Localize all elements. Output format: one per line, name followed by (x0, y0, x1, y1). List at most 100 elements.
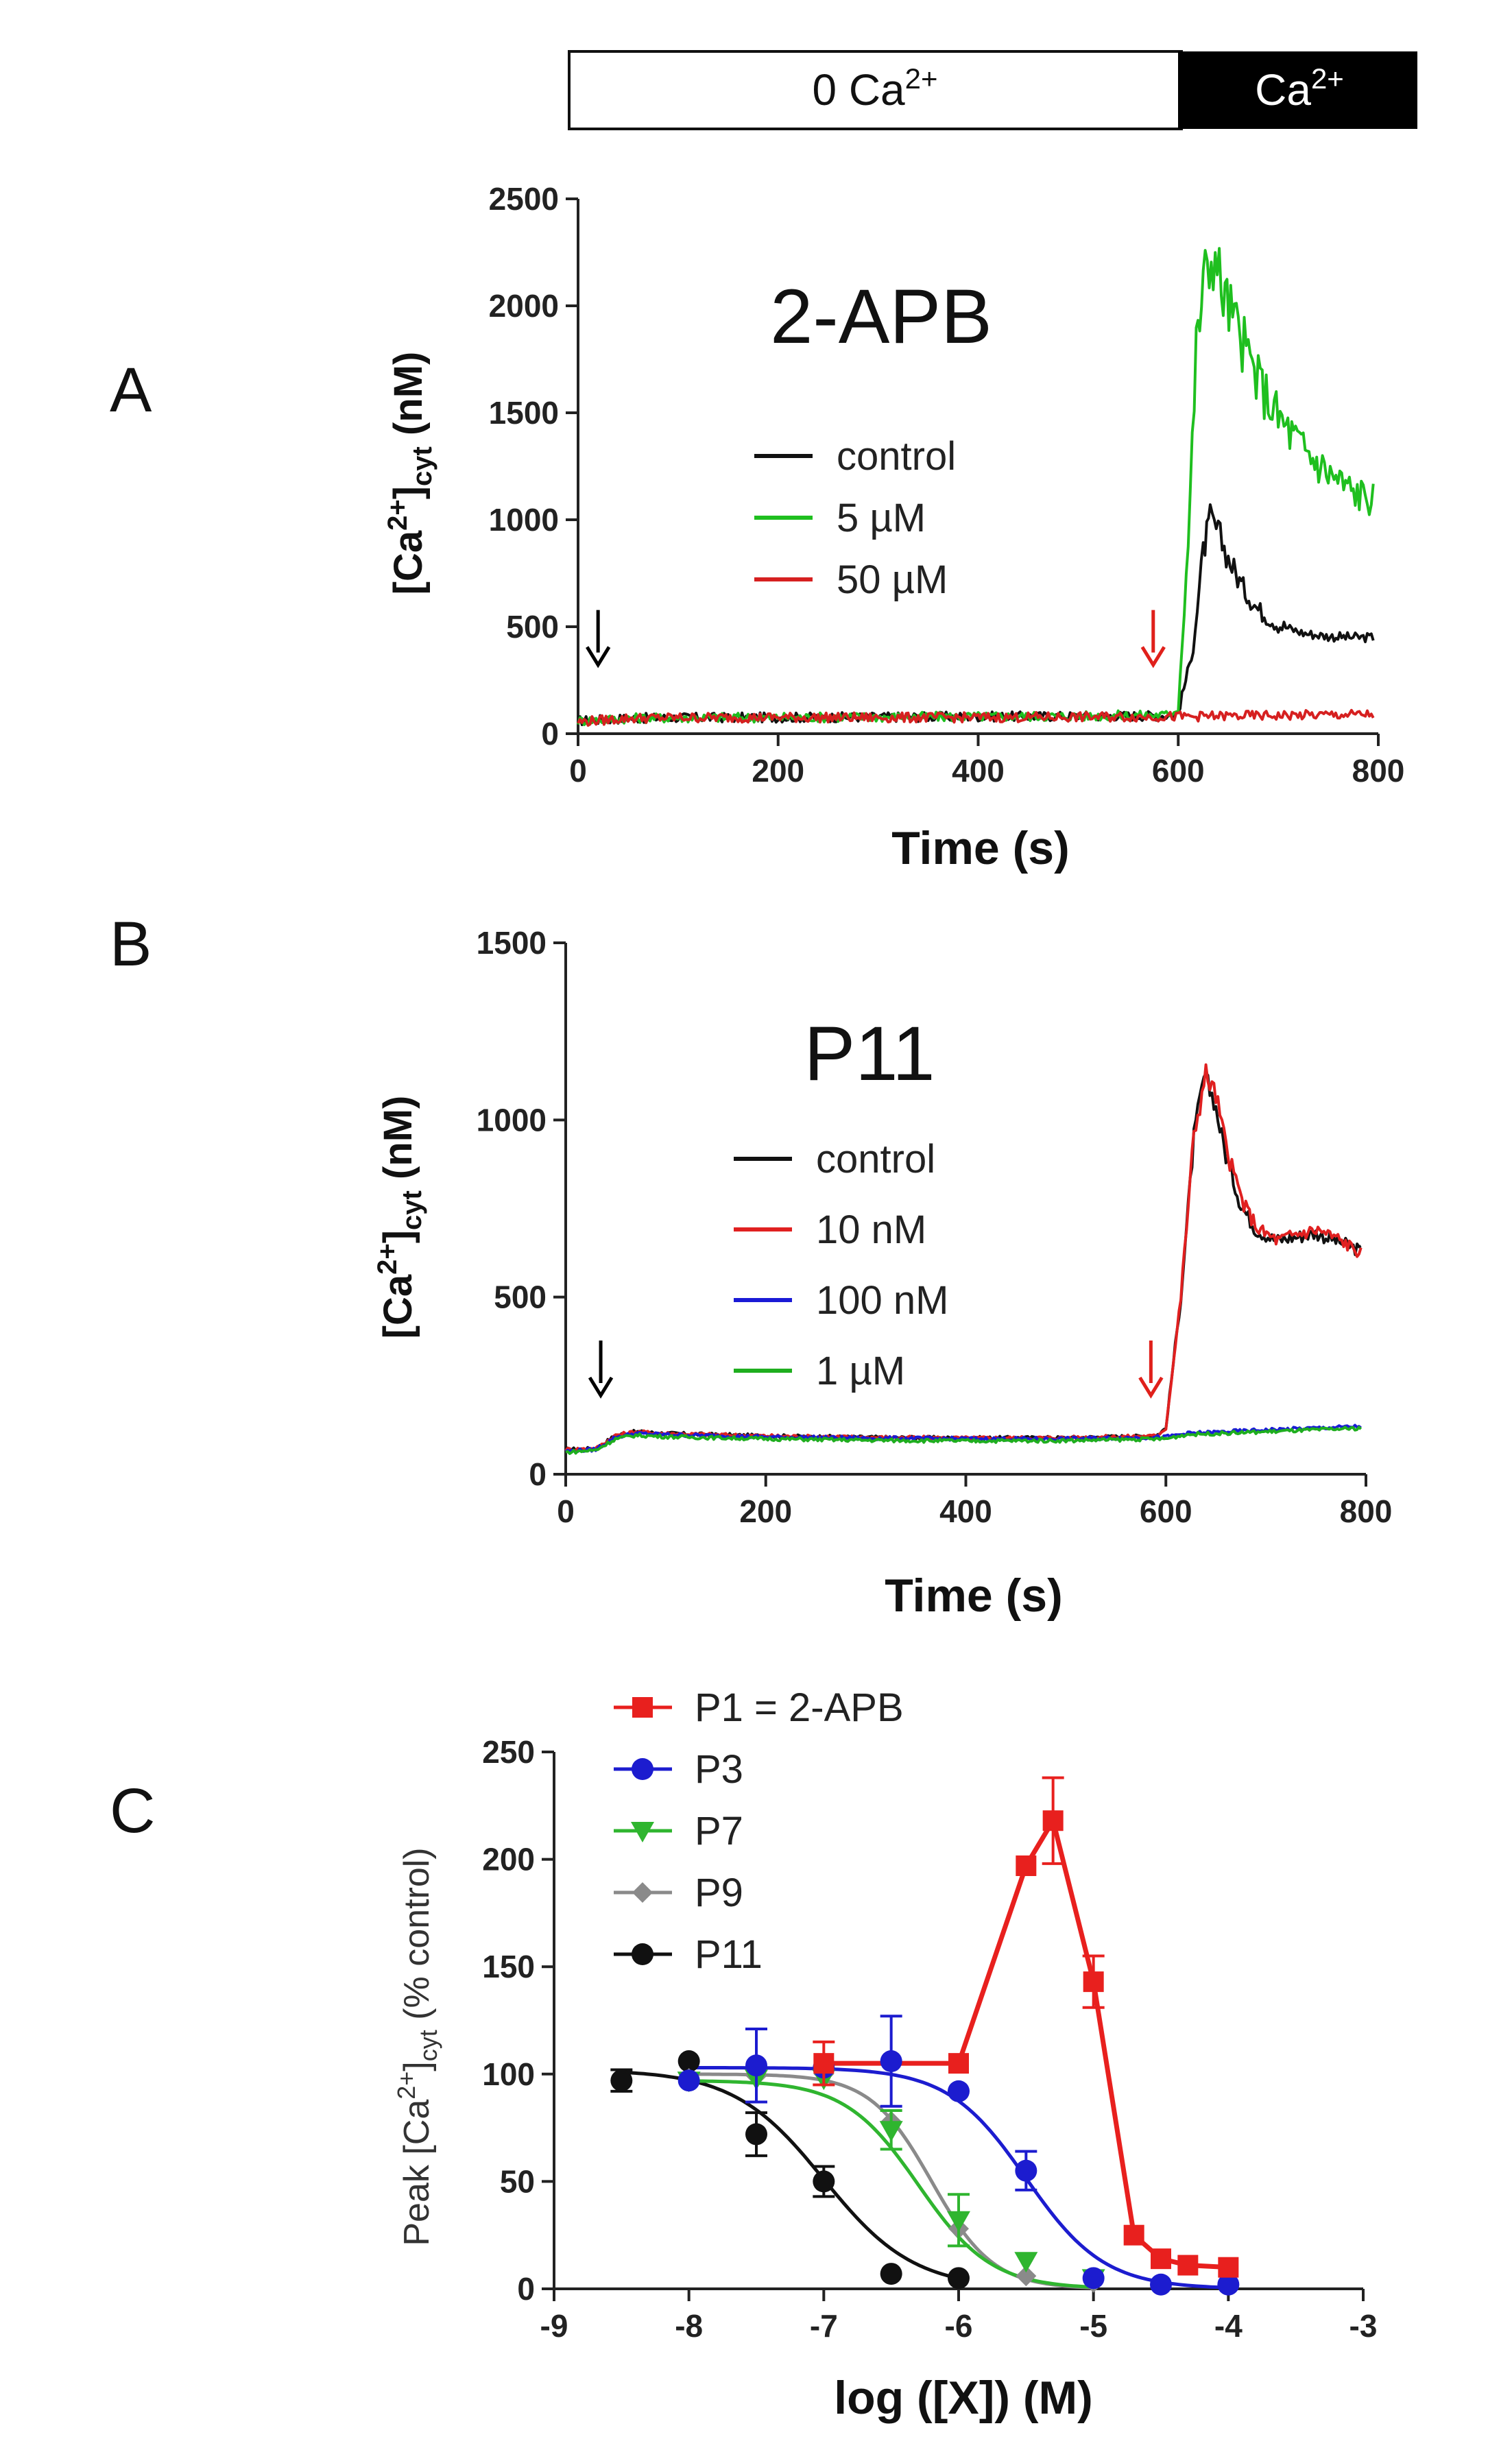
panel-c-chart: log ([X]) (M) Peak [Ca2+]cyt (% control)… (392, 1685, 1377, 2424)
panel-c-data-point (1218, 2257, 1239, 2278)
panel-a-y-tick-label: 500 (506, 609, 559, 645)
panel-c-x-tick-label: -5 (1079, 2308, 1107, 2344)
panel-c-data-point (1083, 1971, 1104, 1993)
panel-b-x-tick-label: 600 (1140, 1493, 1192, 1529)
panel-c-data-point (632, 1758, 653, 1780)
panel-b-y-tick-label: 1500 (477, 925, 547, 961)
panel-c-data-point (632, 1943, 653, 1965)
panel-letter-a: A (110, 355, 152, 425)
panel-letter-b: B (110, 909, 152, 979)
panel-c-data-point (632, 1697, 653, 1718)
panel-a-series-line (577, 708, 1375, 727)
panel-c-data-point (1150, 2273, 1172, 2296)
panel-c-y-tick-label: 0 (517, 2271, 535, 2307)
panel-c-x-tick-label: -8 (675, 2308, 703, 2344)
panel-b-x-tick-label: 800 (1340, 1493, 1393, 1529)
panel-b-series-line (565, 1426, 1363, 1455)
panel-b-y-tick-label: 1000 (477, 1102, 547, 1138)
panel-c-x-axis-title: log ([X]) (M) (834, 2372, 1093, 2424)
panel-c-legend-label: P1 = 2-APB (695, 1685, 904, 1730)
condition-bar-zero-ca (568, 50, 1183, 130)
panel-c-legend-label: P3 (695, 1747, 743, 1792)
panel-b-arrow-head (588, 1376, 614, 1399)
panel-b-series-line (565, 1072, 1362, 1452)
condition-bar: 0 Ca2+ Ca2+ (568, 50, 1417, 130)
panel-a-legend-label: control (837, 434, 956, 479)
condition-bar-left-label: 0 Ca2+ (812, 62, 937, 115)
panel-c-x-tick-label: -6 (945, 2308, 973, 2344)
panel-c-y-axis-title: Peak [Ca2+]cyt (% control) (392, 1847, 442, 2246)
panel-b-series-line (564, 1063, 1363, 1452)
panel-a-y-tick-label: 1500 (489, 395, 559, 431)
panel-c-y-tick-label: 250 (482, 1734, 535, 1770)
panel-c-x-tick-label: -3 (1349, 2308, 1378, 2344)
panel-c-y-tick-label: 50 (500, 2163, 535, 2199)
panel-c-data-point (947, 2211, 970, 2232)
panel-c-data-point (1082, 2267, 1105, 2290)
panel-a-y-tick-label: 1000 (489, 502, 559, 538)
panel-c-legend-label: P9 (695, 1871, 743, 1915)
panel-a-title: 2-APB (770, 274, 992, 359)
panel-c-data-point (879, 2121, 903, 2142)
panel-c-legend-label: P11 (695, 1932, 763, 1977)
panel-c-x-tick-label: -4 (1214, 2308, 1243, 2344)
panel-b-x-tick-label: 400 (939, 1493, 992, 1529)
panel-b-arrow-head (1138, 1376, 1164, 1399)
panel-c-data-point (632, 1882, 653, 1903)
panel-a-x-tick-label: 600 (1152, 753, 1205, 789)
panel-b-x-tick-label: 200 (739, 1493, 792, 1529)
panel-c-data-point (745, 2054, 767, 2077)
panel-b-y-tick-label: 0 (529, 1456, 547, 1492)
panel-c-data-point (948, 2053, 969, 2074)
panel-c-data-point (880, 2050, 902, 2073)
panel-c-data-point (1016, 2266, 1037, 2287)
panel-a-y-tick-label: 2000 (489, 288, 559, 324)
panel-b-chart: P11 Time (s) [Ca2+]cyt (nM) 0 200 400 600 80… (372, 925, 1392, 1622)
panel-c-data-point (880, 2263, 902, 2285)
panel-b-series-line (564, 1423, 1362, 1454)
panel-c-data-point (948, 2080, 970, 2102)
panel-a-arrow-head (586, 646, 611, 669)
panel-a-x-tick-label: 200 (752, 753, 804, 789)
panel-c-data-point (813, 2170, 835, 2193)
panel-c-data-point (1217, 2273, 1240, 2296)
panel-c-data-point (677, 2050, 700, 2073)
panel-a-y-tick-label: 0 (541, 716, 559, 752)
panel-a-y-tick-label: 2500 (489, 181, 559, 217)
panel-c-data-point (1151, 2248, 1171, 2270)
panel-c-series-line (621, 2070, 959, 2281)
panel-c-series-line (824, 1814, 1229, 2270)
panel-b-legend-label: 10 nM (816, 1208, 926, 1252)
panel-b-x-axis-title: Time (s) (885, 1570, 1062, 1622)
panel-a-chart: 2-APB Time (s) [Ca2+]cyt (nM) 0 200 400 600… (383, 181, 1404, 874)
panel-c-data-point (610, 2069, 633, 2092)
panel-b-x-tick-label: 0 (557, 1493, 575, 1529)
panel-b-title: P11 (804, 1011, 935, 1096)
panel-a-legend-label: 50 µM (837, 557, 948, 602)
panel-c-data-point (1177, 2255, 1199, 2276)
panel-c-data-point (1042, 1810, 1064, 1831)
panel-c-data-point (745, 2123, 767, 2146)
panel-a-x-axis-title: Time (s) (891, 822, 1069, 874)
panel-c-y-tick-label: 150 (482, 1949, 535, 1984)
panel-a-arrow-head (1140, 646, 1166, 669)
panel-b-legend-label: control (816, 1137, 935, 1181)
panel-b-y-tick-label: 500 (494, 1279, 547, 1315)
panel-c-data-point (1123, 2224, 1144, 2246)
panel-c-y-tick-label: 200 (482, 1842, 535, 1877)
panel-a-legend-label: 5 µM (837, 496, 926, 540)
panel-b-y-axis-title: [Ca2+]cyt (nM) (372, 1096, 427, 1339)
panel-letter-c: C (110, 1776, 155, 1846)
panel-c-data-point (1014, 2252, 1038, 2273)
panel-a-x-tick-label: 400 (952, 753, 1005, 789)
panel-c-legend-label: P7 (695, 1809, 743, 1853)
panel-c-data-point (948, 2267, 970, 2290)
panel-c-data-point (631, 1822, 654, 1842)
panel-b-legend-label: 100 nM (816, 1278, 948, 1323)
panel-c-x-tick-label: -9 (540, 2308, 568, 2344)
panel-c-data-point (1016, 1855, 1037, 1876)
panel-a-x-tick-label: 0 (569, 753, 587, 789)
panel-c-data-point (1015, 2159, 1037, 2182)
condition-bar-ca (1178, 51, 1417, 129)
